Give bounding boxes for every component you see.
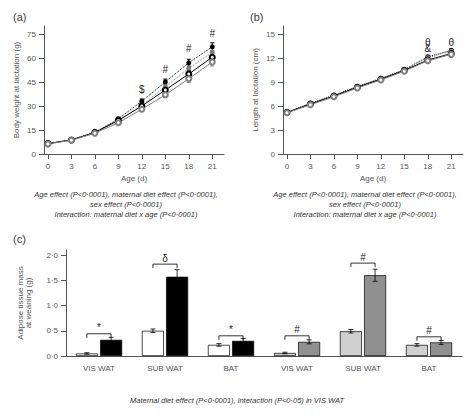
svg-text:sex effect (P<0·0001): sex effect (P<0·0001) — [329, 200, 401, 209]
svg-text:Age (d): Age (d) — [121, 174, 148, 183]
svg-text:3: 3 — [308, 162, 313, 171]
svg-text:0: 0 — [285, 162, 290, 171]
svg-text:0·5: 0·5 — [46, 326, 58, 335]
svg-text:Interaction: maternal diet x a: Interaction: maternal diet x age (P<0·00… — [55, 210, 198, 219]
svg-text:#: # — [186, 43, 192, 54]
svg-text:15: 15 — [27, 126, 36, 135]
svg-text:#: # — [360, 252, 366, 263]
svg-text:12: 12 — [266, 54, 275, 63]
svg-text:2·0: 2·0 — [46, 251, 58, 260]
svg-text:9: 9 — [116, 162, 121, 171]
svg-text:Age effect (P<0·0001), materna: Age effect (P<0·0001), maternal diet eff… — [272, 190, 456, 199]
svg-text:12: 12 — [137, 162, 146, 171]
svg-text:18: 18 — [184, 162, 193, 171]
svg-text:#: # — [294, 324, 300, 335]
svg-text:θ: θ — [448, 37, 454, 48]
svg-text:18: 18 — [423, 162, 432, 171]
svg-text:at weaning (g): at weaning (g) — [24, 277, 33, 328]
svg-text:1·0: 1·0 — [46, 301, 58, 310]
svg-text:θ: θ — [425, 37, 431, 48]
svg-text:BAT: BAT — [224, 364, 239, 373]
svg-text:#: # — [426, 325, 432, 336]
svg-text:15: 15 — [400, 162, 409, 171]
svg-text:45: 45 — [27, 78, 36, 87]
svg-text:0·0: 0·0 — [46, 352, 58, 361]
svg-text:0: 0 — [271, 150, 276, 159]
svg-text:0: 0 — [32, 150, 37, 159]
svg-text:30: 30 — [27, 102, 36, 111]
svg-text:Maternal diet effect (P<0·0001: Maternal diet effect (P<0·0001), interac… — [130, 396, 345, 405]
svg-text:21: 21 — [447, 162, 456, 171]
svg-text:9: 9 — [271, 78, 276, 87]
svg-text:SUB WAT: SUB WAT — [345, 364, 381, 373]
svg-text:Body weight at lactation (g): Body weight at lactation (g) — [12, 41, 21, 138]
svg-text:6: 6 — [271, 102, 276, 111]
svg-text:Interaction: maternal diet x a: Interaction: maternal diet x age (P<0·00… — [294, 210, 437, 219]
svg-text:*: * — [97, 322, 101, 333]
svg-text:15: 15 — [161, 162, 170, 171]
svg-text:$: $ — [139, 84, 145, 95]
svg-text:Adipose tissue mass: Adipose tissue mass — [15, 266, 25, 340]
svg-text:0: 0 — [46, 162, 51, 171]
svg-text:*: * — [229, 324, 233, 335]
svg-text:60: 60 — [27, 54, 36, 63]
svg-text:SUB WAT: SUB WAT — [147, 364, 183, 373]
svg-text:21: 21 — [208, 162, 217, 171]
svg-text:#: # — [163, 64, 169, 75]
svg-text:Age (d): Age (d) — [360, 174, 387, 183]
svg-text:#: # — [209, 28, 215, 39]
svg-text:Age effect (P<0·0001), materna: Age effect (P<0·0001), maternal diet eff… — [33, 190, 217, 199]
svg-text:δ: δ — [162, 253, 168, 264]
svg-text:1·5: 1·5 — [46, 276, 58, 285]
svg-text:VIS WAT: VIS WAT — [83, 364, 115, 373]
svg-text:(a): (a) — [13, 11, 26, 23]
svg-text:15: 15 — [266, 30, 275, 39]
svg-text:(b): (b) — [250, 11, 263, 23]
svg-text:Length at lactation (cm): Length at lactation (cm) — [251, 48, 260, 132]
svg-text:6: 6 — [332, 162, 337, 171]
svg-text:3: 3 — [69, 162, 74, 171]
svg-text:VIS WAT: VIS WAT — [281, 364, 313, 373]
svg-text:9: 9 — [355, 162, 360, 171]
svg-text:6: 6 — [93, 162, 98, 171]
svg-text:75: 75 — [27, 30, 36, 39]
svg-text:12: 12 — [376, 162, 385, 171]
svg-text:BAT: BAT — [422, 364, 437, 373]
svg-text:3: 3 — [271, 126, 276, 135]
svg-text:sex effect (P<0·0001): sex effect (P<0·0001) — [90, 200, 162, 209]
svg-text:(c): (c) — [13, 233, 26, 245]
